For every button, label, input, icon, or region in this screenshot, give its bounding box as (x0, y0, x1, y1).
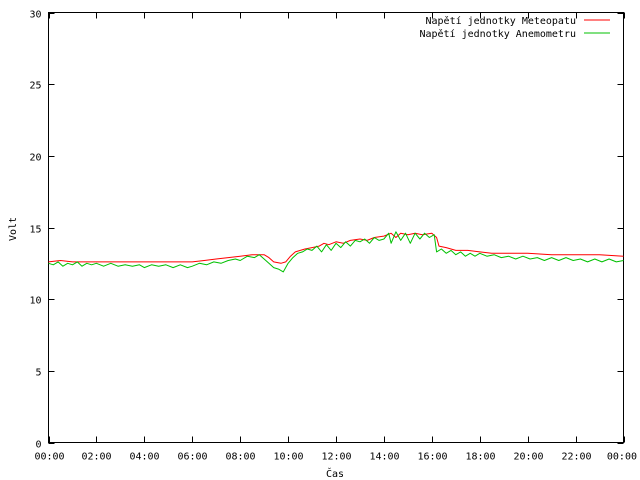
x-tick-label: 14:00 (369, 452, 399, 463)
y-tick-label: 10 (29, 296, 41, 307)
x-tick-label: 12:00 (321, 452, 351, 463)
x-tick-label: 00:00 (607, 452, 637, 463)
x-tick-label: 06:00 (177, 452, 207, 463)
x-tick-label: 00:00 (34, 452, 64, 463)
y-axis: 0 5 10 15 20 25 30 (29, 10, 624, 451)
y-tick-label: 15 (29, 225, 41, 236)
series-line-meteopat (48, 232, 624, 264)
x-tick-label: 20:00 (513, 452, 543, 463)
x-tick-label: 02:00 (81, 452, 111, 463)
x-axis: 00:00 02:00 04:00 06:00 08:00 10:00 12:00 14:00… (34, 12, 637, 463)
legend: Napětí jednotky Meteopatu Napětí jednotk… (419, 15, 610, 40)
y-tick-label: 25 (29, 81, 41, 92)
x-tick-label: 10:00 (273, 452, 303, 463)
x-tick-label: 08:00 (225, 452, 255, 463)
legend-label-meteopat: Napětí jednotky Meteopatu (425, 15, 576, 27)
x-tick-label: 22:00 (561, 452, 591, 463)
legend-label-anemometr: Napětí jednotky Anemometru (419, 28, 576, 40)
y-tick-label: 30 (29, 10, 41, 21)
x-tick-label: 18:00 (465, 452, 495, 463)
y-tick-label: 0 (35, 440, 41, 451)
x-tick-label: 04:00 (129, 452, 159, 463)
x-tick-label: 16:00 (417, 452, 447, 463)
series-line-anemometr (48, 231, 624, 273)
x-axis-title: Čas (326, 467, 344, 480)
plot-frame (48, 12, 624, 443)
y-axis-title: Volt (8, 217, 19, 241)
y-tick-label: 5 (35, 368, 41, 379)
series-group (48, 231, 624, 273)
y-tick-label: 20 (29, 153, 41, 164)
